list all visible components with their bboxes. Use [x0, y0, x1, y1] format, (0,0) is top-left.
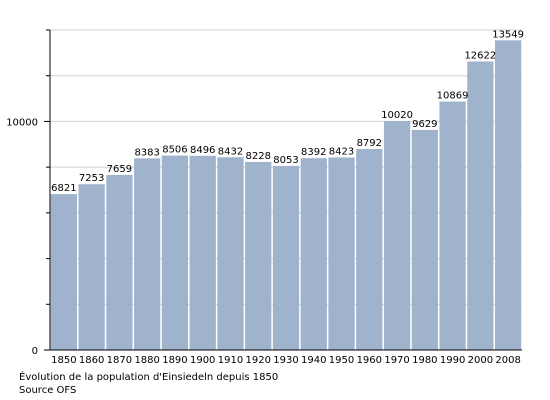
- bar-1930: [272, 165, 300, 350]
- bar-1980: [411, 129, 438, 350]
- value-label-1950: 8423: [329, 146, 354, 157]
- bar-1900: [189, 155, 216, 350]
- x-tick-label-1970: 1970: [384, 355, 409, 366]
- y-tick-label-10000: 10000: [6, 117, 38, 128]
- bar-1910: [217, 157, 244, 350]
- x-tick-label-1940: 1940: [301, 355, 326, 366]
- x-tick-label-1920: 1920: [246, 355, 271, 366]
- value-label-1880: 8383: [134, 147, 159, 158]
- value-label-1990: 10869: [437, 91, 469, 102]
- bar-1870: [106, 174, 133, 350]
- value-label-2008: 13549: [492, 29, 524, 40]
- value-label-1980: 9629: [412, 119, 437, 130]
- value-label-1960: 8792: [357, 138, 382, 149]
- x-tick-label-1870: 1870: [107, 355, 132, 366]
- x-tick-label-1950: 1950: [329, 355, 354, 366]
- y-tick-label-0: 0: [32, 346, 38, 357]
- bar-1950: [328, 157, 355, 350]
- bar-1860: [78, 184, 105, 350]
- x-tick-label-1980: 1980: [412, 355, 437, 366]
- x-tick-label-1930: 1930: [273, 355, 298, 366]
- bar-1920: [245, 161, 272, 350]
- value-label-1890: 8506: [162, 145, 187, 156]
- bars: [50, 40, 522, 351]
- value-label-1900: 8496: [190, 145, 215, 156]
- x-tick-label-1990: 1990: [440, 355, 465, 366]
- bar-2008: [494, 40, 522, 351]
- bar-1940: [300, 158, 327, 350]
- value-label-1930: 8053: [273, 155, 298, 166]
- bar-1890: [161, 155, 189, 350]
- axes: [44, 29, 522, 351]
- x-tick-label-2008: 2008: [495, 355, 520, 366]
- bar-1960: [356, 149, 383, 350]
- value-label-1910: 8432: [218, 146, 243, 157]
- x-tick-label-1960: 1960: [357, 355, 382, 366]
- y-tick-labels: 0 10000: [6, 117, 38, 357]
- value-label-1940: 8392: [301, 147, 326, 158]
- x-tick-label-1860: 1860: [79, 355, 104, 366]
- bar-1970: [383, 120, 411, 350]
- x-tick-label-1850: 1850: [51, 355, 76, 366]
- chart-source: Source OFS: [19, 385, 77, 396]
- value-label-1970: 10020: [381, 110, 413, 121]
- x-tick-label-1900: 1900: [190, 355, 215, 366]
- bar-1990: [439, 101, 466, 351]
- value-label-1850: 6821: [51, 183, 76, 194]
- x-tick-label-2000: 2000: [468, 355, 493, 366]
- x-tick-label-1880: 1880: [134, 355, 159, 366]
- bar-1850: [50, 194, 78, 350]
- value-label-1870: 7659: [107, 164, 132, 175]
- value-label-2000: 12622: [464, 50, 496, 61]
- x-tick-labels: 1850 1860 1870 1880 1890 1900 1910 1920 1930 1940…: [51, 355, 521, 366]
- bar-1880: [134, 158, 161, 350]
- x-tick-label-1910: 1910: [218, 355, 243, 366]
- chart-caption: Évolution de la population d'Einsiedeln …: [19, 372, 279, 383]
- x-tick-label-1890: 1890: [162, 355, 187, 366]
- bar-2000: [467, 61, 494, 351]
- value-label-1860: 7253: [79, 173, 104, 184]
- value-label-1920: 8228: [246, 151, 271, 162]
